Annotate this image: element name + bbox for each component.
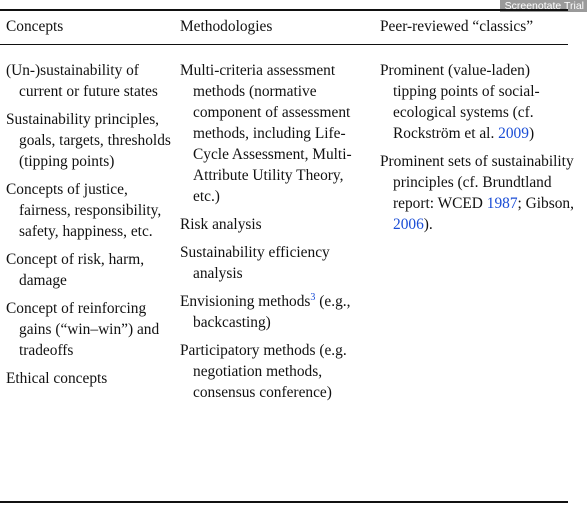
- concept-item: Ethical concepts: [6, 370, 108, 387]
- methodology-item: Multi-criteria assessment methods (norma…: [180, 62, 352, 205]
- methodology-example: (e.g., backcasting): [193, 293, 351, 331]
- header-methodologies: Methodologies: [180, 18, 273, 35]
- footnote-link[interactable]: 3: [310, 292, 316, 303]
- concept-item: (Un-)sustainability of current or future…: [6, 62, 158, 100]
- classic-text: Prominent sets of sustainability princip…: [380, 153, 574, 212]
- methodology-item: Participatory methods (e.g. negotiation …: [180, 342, 347, 401]
- classic-item: Prominent (value-laden) tipping points o…: [380, 60, 575, 144]
- classic-text: ): [528, 125, 535, 142]
- table-top-rule: [0, 9, 568, 11]
- classic-text: Prominent (value-laden) tipping points o…: [380, 62, 540, 142]
- concepts-column: (Un-)sustainability of current or future…: [6, 60, 172, 396]
- classics-column: Prominent (value-laden) tipping points o…: [380, 60, 575, 242]
- concept-item: Concept of risk, harm, damage: [6, 251, 145, 289]
- methodologies-column: Multi-criteria assessment methods (norma…: [180, 60, 370, 410]
- methodology-label: Envisioning methods: [180, 293, 311, 310]
- methodology-item: Sustainability efficiency analysis: [180, 244, 330, 282]
- concept-item: Sustainability principles, goals, target…: [6, 111, 171, 170]
- header-concepts: Concepts: [6, 18, 64, 35]
- citation-link[interactable]: 2006: [393, 216, 424, 233]
- classic-item: Prominent sets of sustainability princip…: [380, 151, 575, 235]
- table-bottom-rule: [0, 501, 568, 503]
- methodology-item: Envisioning methods3 (e.g., backcasting): [180, 291, 370, 333]
- classic-text: ; Gibson,: [517, 195, 574, 212]
- classic-text: ).: [423, 216, 433, 233]
- citation-link[interactable]: 2009: [498, 125, 529, 142]
- concept-item: Concept of reinforcing gains (“win–win”)…: [6, 300, 160, 359]
- methodology-item: Risk analysis: [180, 216, 262, 233]
- concept-item: Concepts of justice, fairness, responsib…: [6, 181, 162, 240]
- table-header-rule: [0, 44, 568, 45]
- header-classics: Peer-reviewed “classics”: [380, 18, 534, 35]
- citation-link[interactable]: 1987: [486, 195, 518, 212]
